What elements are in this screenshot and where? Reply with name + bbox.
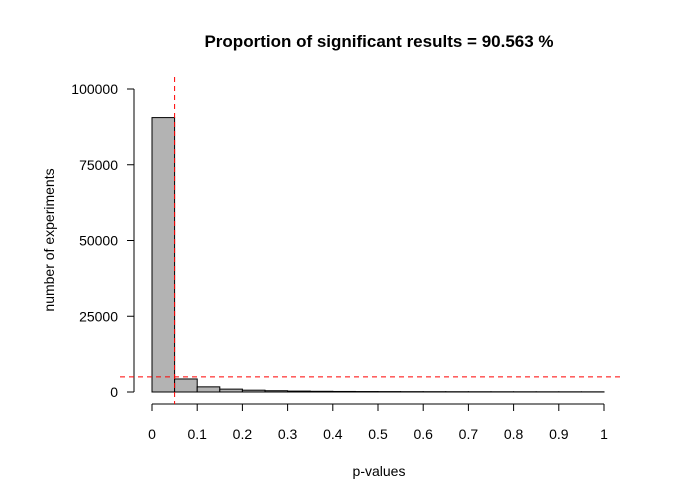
histogram-bar <box>287 390 311 393</box>
y-tick-label: 50000 <box>79 233 118 249</box>
x-tick-label: 0.8 <box>504 426 524 442</box>
x-tick-label: 0.9 <box>549 426 569 442</box>
histogram-bar <box>332 390 356 393</box>
chart-title: Proportion of significant results = 90.5… <box>204 32 553 51</box>
histogram-bar <box>174 378 198 393</box>
histogram-bar <box>196 386 221 393</box>
x-tick-label: 0.4 <box>323 426 343 442</box>
histogram-bars <box>151 117 605 393</box>
y-tick-label: 0 <box>110 384 118 400</box>
x-tick-label: 0.2 <box>233 426 253 442</box>
y-ticks: 0 25000 50000 75000 100000 <box>71 81 134 400</box>
x-tick-label: 1 <box>600 426 608 442</box>
y-tick-label: 25000 <box>79 308 118 324</box>
x-tick-label: 0.3 <box>278 426 298 442</box>
x-tick-label: 0.6 <box>413 426 433 442</box>
x-ticks: 0 0.1 0.2 0.3 0.4 0.5 0.6 0.7 0.8 0.9 1 <box>148 404 608 442</box>
y-tick-label: 100000 <box>71 81 118 97</box>
y-axis: 0 25000 50000 75000 100000 <box>71 81 135 400</box>
y-tick-label: 75000 <box>79 157 118 173</box>
x-tick-label: 0.7 <box>459 426 479 442</box>
histogram-bar <box>264 390 289 393</box>
x-axis: 0 0.1 0.2 0.3 0.4 0.5 0.6 0.7 0.8 0.9 1 <box>148 403 608 442</box>
histogram-bar <box>151 117 176 393</box>
y-axis-label: number of experiments <box>41 168 57 311</box>
x-tick-label: 0 <box>148 426 156 442</box>
x-tick-label: 0.5 <box>368 426 388 442</box>
x-tick-label: 0.1 <box>187 426 207 442</box>
histogram-bar <box>219 388 243 393</box>
x-axis-label: p-values <box>353 463 406 479</box>
histogram-bar <box>241 389 266 393</box>
histogram-bar <box>309 390 334 393</box>
